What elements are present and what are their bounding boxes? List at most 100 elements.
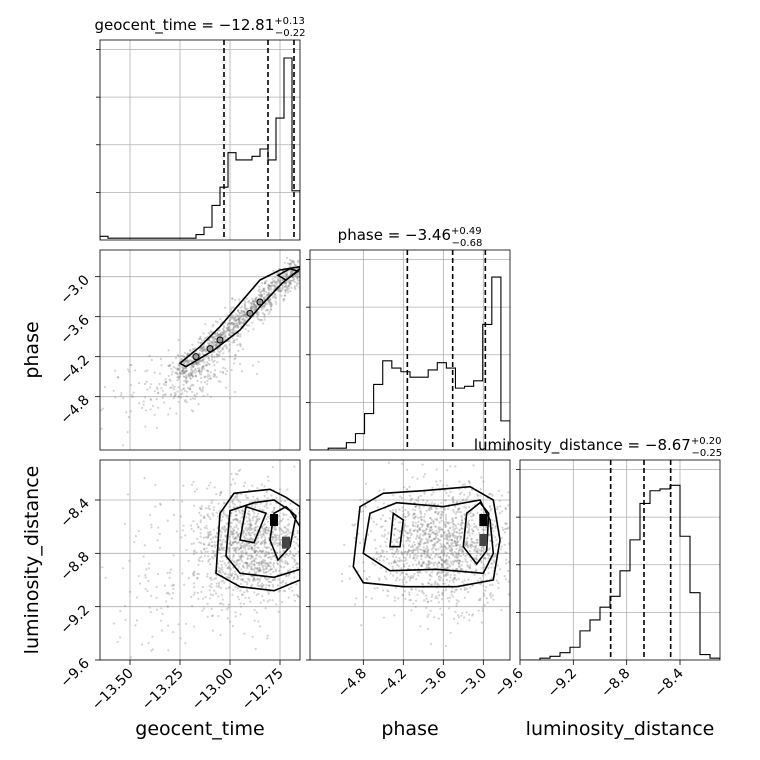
sample-point — [289, 516, 292, 519]
sample-point — [217, 614, 220, 618]
sample-point — [251, 306, 254, 309]
sample-point — [471, 614, 474, 617]
sample-point — [253, 303, 256, 306]
sample-point — [457, 507, 461, 510]
sample-point — [410, 534, 413, 537]
sample-point — [237, 318, 240, 321]
sample-point — [392, 494, 395, 497]
sample-point — [196, 362, 199, 365]
sample-point — [255, 305, 258, 308]
sample-point — [199, 389, 202, 392]
sample-point — [230, 483, 233, 486]
sample-point — [197, 572, 200, 576]
sample-point — [437, 591, 440, 594]
sample-point — [189, 366, 192, 369]
sample-point — [226, 608, 229, 611]
sample-point — [244, 548, 247, 551]
sample-point — [445, 538, 449, 541]
sample-point — [183, 355, 186, 359]
sample-point — [219, 491, 222, 494]
sample-point — [172, 513, 175, 517]
sample-point — [236, 546, 239, 549]
sample-point — [222, 603, 225, 606]
sample-point — [473, 573, 476, 576]
sample-point — [262, 534, 266, 537]
sample-point — [228, 546, 231, 550]
sample-point — [479, 583, 482, 586]
sample-point — [260, 562, 263, 565]
sample-point — [297, 282, 300, 285]
contour-level-2 — [389, 511, 405, 548]
sample-point — [184, 370, 187, 373]
sample-point — [200, 550, 203, 553]
sample-point — [183, 361, 186, 364]
sample-point — [419, 528, 422, 532]
sample-point — [164, 380, 168, 383]
x-tick-label: −9.6 — [491, 665, 526, 700]
sample-point — [270, 562, 273, 565]
sample-point — [192, 370, 195, 373]
sample-point — [201, 347, 204, 350]
sample-point — [461, 568, 464, 571]
sample-point — [184, 351, 187, 355]
sample-point — [198, 352, 201, 355]
sample-point — [421, 534, 424, 537]
sample-point — [277, 289, 280, 292]
sample-point — [279, 290, 282, 293]
sample-point — [255, 305, 258, 308]
sample-point — [194, 375, 197, 378]
sample-point — [480, 546, 483, 549]
sample-point — [169, 568, 172, 571]
sample-point — [249, 600, 252, 603]
sample-point — [426, 551, 429, 554]
sample-point — [234, 541, 237, 544]
sample-point — [200, 551, 203, 555]
sample-point — [428, 573, 431, 576]
sample-point — [278, 280, 281, 283]
sample-point — [459, 567, 462, 571]
sample-point — [424, 532, 427, 535]
sample-point — [232, 541, 235, 544]
sample-point — [328, 558, 330, 560]
sample-point — [467, 512, 470, 516]
sample-point — [376, 586, 379, 590]
sample-point — [411, 551, 415, 554]
sample-point — [416, 531, 419, 534]
sample-point — [258, 625, 261, 628]
sample-point — [138, 382, 141, 385]
sample-point — [423, 473, 427, 476]
sample-point — [233, 316, 236, 320]
sample-point — [117, 376, 120, 379]
sample-point — [454, 568, 458, 571]
sample-point — [225, 587, 228, 590]
sample-point — [488, 533, 491, 536]
sample-point — [270, 304, 273, 307]
sample-point — [293, 280, 296, 283]
sample-point — [101, 566, 104, 569]
sample-point — [296, 277, 299, 280]
sample-point — [421, 563, 424, 566]
sample-point — [395, 579, 398, 582]
sample-point — [223, 326, 226, 329]
sample-point — [235, 537, 238, 540]
sample-point — [460, 614, 463, 617]
sample-point — [267, 287, 270, 290]
sample-point — [417, 545, 420, 548]
sample-point — [233, 528, 236, 532]
sample-point — [126, 493, 130, 496]
sample-point — [263, 494, 266, 498]
sample-point — [516, 535, 518, 537]
sample-point — [427, 559, 430, 563]
sample-point — [297, 550, 300, 553]
sample-point — [186, 380, 189, 383]
sample-point — [219, 533, 223, 537]
sample-point — [242, 314, 245, 318]
sample-point — [372, 557, 375, 560]
sample-point — [444, 516, 448, 519]
sample-point — [250, 546, 253, 549]
sample-point — [490, 596, 493, 599]
sample-point — [233, 339, 236, 342]
sample-point — [239, 362, 242, 366]
sample-point — [459, 510, 462, 514]
sample-point — [124, 604, 127, 607]
